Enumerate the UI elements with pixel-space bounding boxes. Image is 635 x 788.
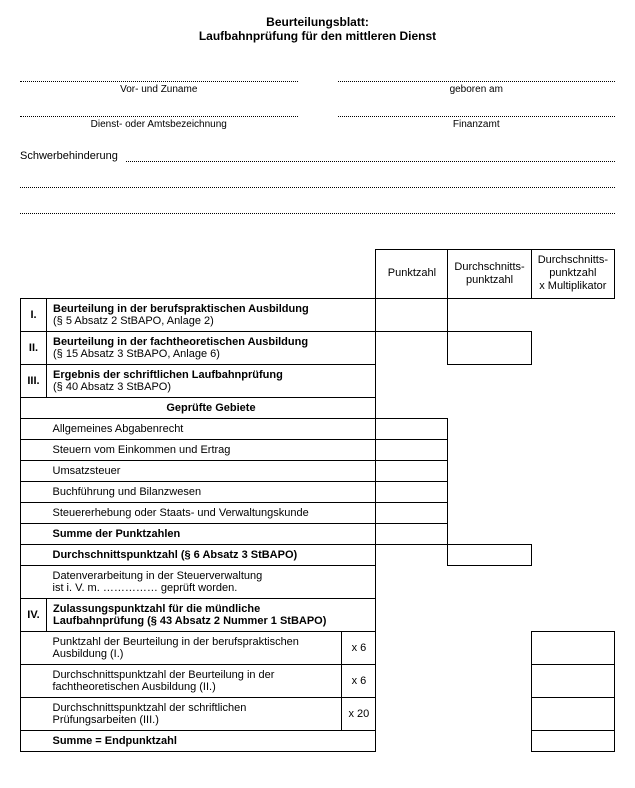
row-i: I. Beurteilung in der berufspraktischen … (21, 298, 615, 331)
disability-label: Schwerbehinderung (20, 150, 126, 162)
col-punktzahl: Punktzahl (376, 250, 448, 299)
office-label: Finanzamt (338, 117, 616, 130)
title-block: Beurteilungsblatt: Laufbahnprüfung für d… (20, 15, 615, 43)
row-i-text: Beurteilung in der berufspraktischen Aus… (47, 298, 376, 331)
row-g5: Steuererhebung oder Staats- und Verwaltu… (21, 502, 615, 523)
row-z2: Durchschnittspunktzahl der Beurteilung i… (21, 664, 615, 697)
extra-line-1 (20, 170, 615, 188)
row-endpunkt: Summe = Endpunktzahl (21, 730, 615, 751)
disability-row: Schwerbehinderung (20, 150, 615, 162)
header-row-1: Vor- und Zuname geboren am (20, 68, 615, 95)
born-line (338, 68, 616, 82)
header-row-2: Dienst- oder Amtsbezeichnung Finanzamt (20, 103, 615, 130)
row-ii-durchschnitt (448, 331, 531, 364)
col-durchschnitt-mult: Durchschnitts- punktzahl x Multiplikator (531, 250, 614, 299)
row-iii-text: Ergebnis der schriftlichen Laufbahnprüfu… (47, 364, 376, 397)
row-iii: III. Ergebnis der schriftlichen Laufbahn… (21, 364, 615, 397)
name-label: Vor- und Zuname (20, 82, 298, 95)
row-i-punktzahl (376, 298, 448, 331)
row-ii-num: II. (21, 331, 47, 364)
row-daten: Datenverarbeitung in der Steuerverwaltun… (21, 565, 615, 598)
row-g1: Allgemeines Abgabenrecht (21, 418, 615, 439)
assessment-table: Punktzahl Durchschnitts- punktzahl Durch… (20, 249, 615, 752)
row-g2: Steuern vom Einkommen und Ertrag (21, 439, 615, 460)
title-line2: Laufbahnprüfung für den mittleren Dienst (20, 29, 615, 43)
row-summe: Summe der Punktzahlen (21, 523, 615, 544)
service-label: Dienst- oder Amtsbezeichnung (20, 117, 298, 130)
row-geprueft: Geprüfte Gebiete (21, 397, 615, 418)
row-z3: Durchschnittspunktzahl der schriftlichen… (21, 697, 615, 730)
disability-line (126, 150, 615, 162)
row-g3: Umsatzsteuer (21, 460, 615, 481)
row-ii: II. Beurteilung in der fachtheoretischen… (21, 331, 615, 364)
row-iii-num: III. (21, 364, 47, 397)
extra-line-2 (20, 196, 615, 214)
service-line (20, 103, 298, 117)
row-ii-text: Beurteilung in der fachtheoretischen Aus… (47, 331, 376, 364)
row-iv-num: IV. (21, 598, 47, 631)
table-header-row: Punktzahl Durchschnitts- punktzahl Durch… (21, 250, 615, 299)
row-g4: Buchführung und Bilanzwesen (21, 481, 615, 502)
row-iv: IV. Zulassungspunktzahl für die mündlich… (21, 598, 615, 631)
title-line1: Beurteilungsblatt: (20, 15, 615, 29)
geprueft-label: Geprüfte Gebiete (47, 397, 376, 418)
office-line (338, 103, 616, 117)
row-durchschnitt: Durchschnittspunktzahl (§ 6 Absatz 3 StB… (21, 544, 615, 565)
row-i-num: I. (21, 298, 47, 331)
col-durchschnitt: Durchschnitts- punktzahl (448, 250, 531, 299)
row-z1: Punktzahl der Beurteilung in der berufsp… (21, 631, 615, 664)
name-line (20, 68, 298, 82)
born-label: geboren am (338, 82, 616, 95)
